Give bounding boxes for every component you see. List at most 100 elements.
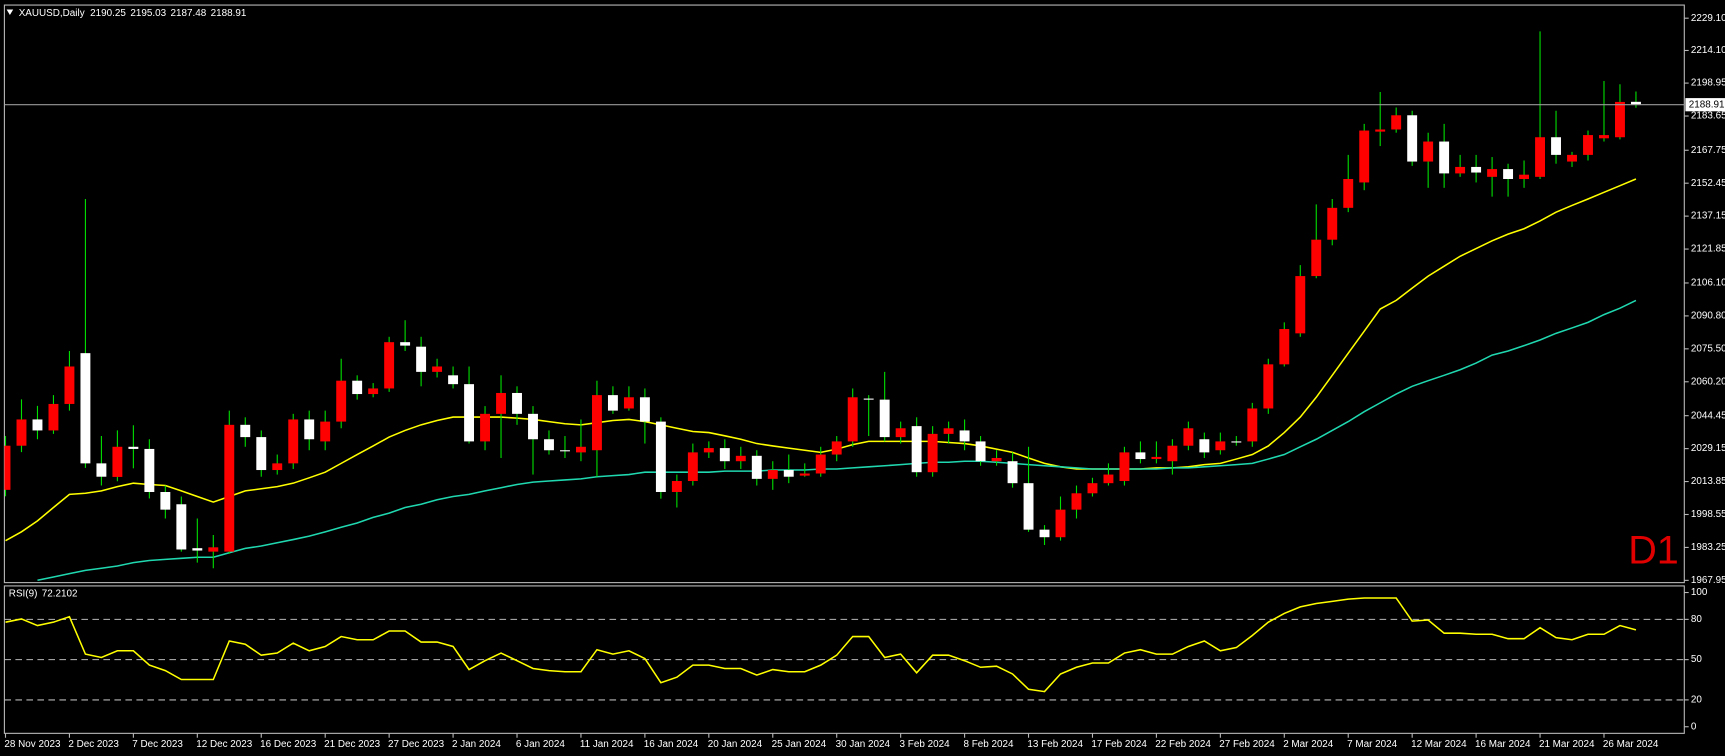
y-tick-label: 2044.45	[1691, 410, 1725, 421]
y-tick-label: 2029.15	[1691, 443, 1725, 454]
candle-body	[751, 455, 762, 479]
y-tick-label: 2167.75	[1691, 145, 1725, 156]
candle-body	[783, 470, 794, 477]
last-price-box	[1685, 98, 1725, 112]
rsi-plot	[4, 597, 1685, 701]
candle-body	[144, 448, 155, 492]
candle-body	[80, 353, 91, 464]
candle-body	[112, 446, 123, 477]
x-tick-label: 16 Dec 2023	[260, 739, 317, 750]
candle-body	[815, 454, 826, 474]
candle-body	[1151, 456, 1162, 460]
candle-body	[432, 366, 443, 372]
y-tick-label: 1967.95	[1691, 575, 1725, 586]
candle-body	[528, 413, 538, 440]
candle-body	[416, 346, 427, 372]
candle-body	[1135, 452, 1146, 460]
candle-body	[16, 419, 27, 446]
candle-body	[368, 388, 379, 395]
candle-body	[496, 392, 506, 414]
rsi-header: RSI(9) 72.2102	[9, 588, 78, 599]
x-tick-label: 12 Mar 2024	[1411, 739, 1467, 750]
candle-body	[1359, 130, 1370, 183]
candle-body	[1103, 474, 1114, 484]
y-tick-label: 2152.45	[1691, 178, 1725, 189]
x-tick-label: 8 Feb 2024	[963, 739, 1014, 750]
candle-body	[943, 428, 954, 434]
candle-body	[1583, 135, 1593, 155]
collapse-triangle[interactable]	[6, 9, 14, 15]
y-tick-label: 2198.95	[1691, 78, 1725, 89]
rsi-line	[5, 597, 1637, 693]
y-tick-label: 2060.20	[1691, 376, 1725, 387]
rsi-title: RSI(9)	[9, 588, 38, 599]
candle-body	[4, 445, 11, 490]
candle-body	[1551, 137, 1561, 155]
candle-body	[623, 397, 634, 409]
x-tick-label: 2 Dec 2023	[68, 739, 119, 750]
candle-body	[895, 428, 906, 438]
candle-body	[1087, 483, 1098, 494]
x-tick-label: 7 Mar 2024	[1347, 739, 1398, 750]
y-tick-label: 1998.55	[1691, 509, 1725, 520]
low-value: 2187.48	[170, 7, 206, 18]
candle-body	[1487, 169, 1498, 177]
open-value: 2190.25	[90, 7, 126, 18]
candle-body	[1023, 483, 1034, 530]
candle-body	[160, 491, 171, 510]
candle-body	[192, 548, 203, 551]
candle-body	[288, 419, 299, 464]
candle-body	[591, 395, 602, 451]
x-tick-label: 3 Feb 2024	[900, 739, 951, 750]
x-tick-label: 7 Dec 2023	[132, 739, 183, 750]
candle-body	[304, 419, 315, 440]
x-tick-label: 16 Jan 2024	[644, 739, 699, 750]
x-tick-label: 2 Mar 2024	[1283, 739, 1334, 750]
y-tick-label: 2214.10	[1691, 45, 1725, 56]
candle-body	[400, 342, 411, 346]
x-tick-label: 2 Jan 2024	[452, 739, 501, 750]
candle-body	[96, 463, 107, 477]
candle-body	[32, 419, 43, 431]
y-tick-label: 2121.85	[1691, 244, 1725, 255]
y-tick-label: 50	[1691, 654, 1703, 665]
candle-body	[1311, 239, 1322, 277]
candle-body	[480, 413, 490, 442]
candle-body	[1071, 493, 1082, 510]
candle-body	[448, 375, 459, 385]
candle-body	[352, 380, 363, 395]
x-tick-label: 6 Jan 2024	[516, 739, 565, 750]
y-tick-label: 2137.15	[1691, 211, 1725, 222]
candle-body	[1167, 445, 1178, 462]
y-tick-label: 1983.25	[1691, 542, 1725, 553]
candle-body	[607, 395, 618, 411]
candle-body	[464, 384, 475, 442]
candle-body	[224, 424, 235, 552]
candle-body	[1375, 129, 1386, 132]
close-value: 2188.91	[211, 7, 247, 18]
y-tick-label: 80	[1691, 614, 1703, 625]
candle-body	[208, 547, 219, 552]
candle-body	[64, 366, 75, 404]
candle-body	[1119, 452, 1130, 482]
candle-body	[1343, 178, 1354, 208]
x-tick-label: 17 Feb 2024	[1091, 739, 1147, 750]
candle-body	[799, 473, 810, 476]
candle-body	[176, 504, 187, 550]
candle-body	[911, 426, 922, 473]
candle-body	[975, 441, 986, 462]
y-tick-label: 2090.80	[1691, 311, 1725, 322]
candle-body	[1327, 207, 1338, 240]
x-tick-label: 28 Nov 2023	[4, 739, 61, 750]
candle-body	[959, 430, 970, 442]
candle-body	[1055, 509, 1066, 538]
candle-body	[1599, 135, 1609, 139]
candle-body	[1183, 428, 1194, 446]
candle-body	[863, 398, 874, 400]
y-tick-label: 2229.10	[1691, 13, 1725, 24]
candle-body	[1231, 441, 1242, 443]
candle-body	[560, 450, 570, 452]
candle-body	[128, 446, 139, 449]
